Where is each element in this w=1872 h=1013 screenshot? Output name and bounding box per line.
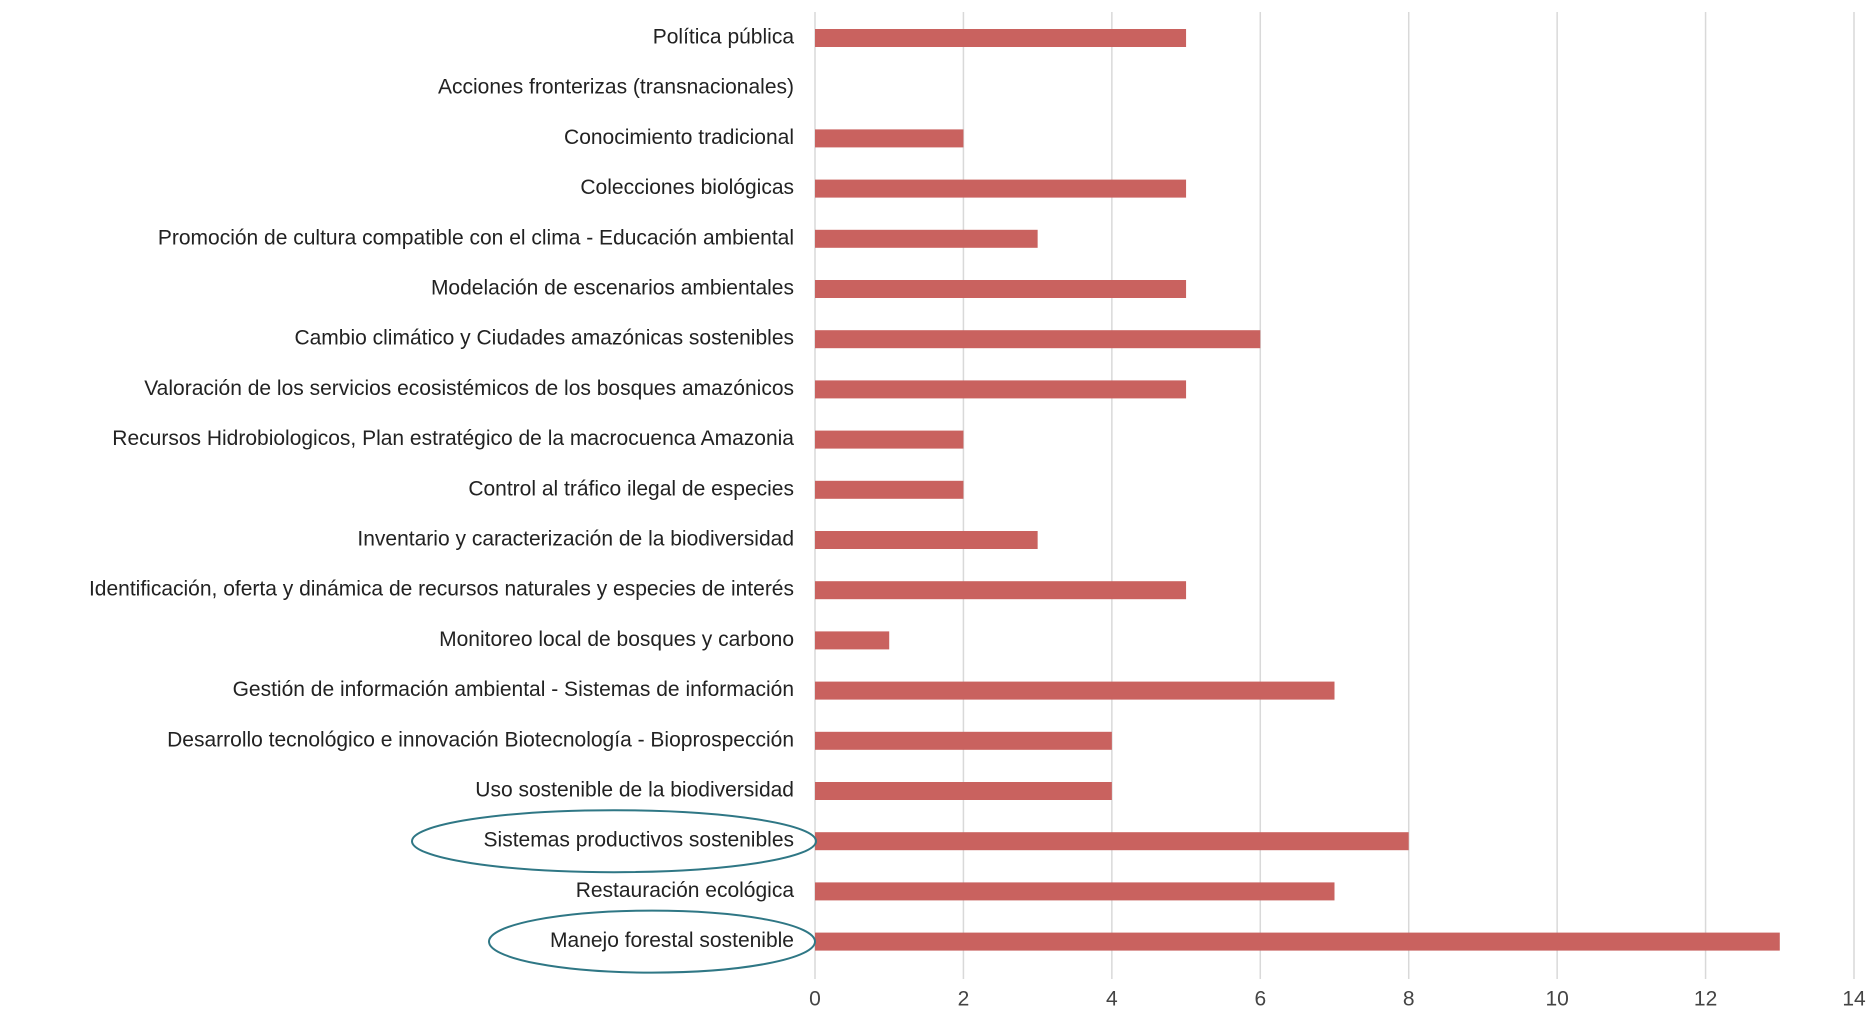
bar: [815, 229, 1038, 248]
y-tick-label: Uso sostenible de la biodiversidad: [475, 779, 794, 802]
bar: [815, 531, 1038, 549]
x-tick-label: 2: [958, 988, 970, 1011]
bar: [815, 430, 964, 449]
bar: [815, 129, 964, 148]
y-tick-label: Control al tráfico ilegal de especies: [468, 477, 794, 500]
y-tick-label: Colecciones biológicas: [580, 176, 794, 199]
bar: [815, 932, 1780, 951]
y-tick-label: Restauración ecológica: [576, 879, 795, 902]
y-tick-label: Desarrollo tecnológico e innovación Biot…: [167, 728, 794, 751]
bar: [815, 280, 1187, 298]
y-tick-label: Monitoreo local de bosques y carbono: [439, 628, 794, 651]
bar: [815, 731, 1112, 750]
bar: [815, 882, 1335, 901]
bar: [815, 631, 890, 650]
bar: [815, 380, 1187, 399]
y-tick-label: Manejo forestal sostenible: [550, 929, 794, 952]
x-tick-label: 12: [1694, 988, 1717, 1011]
x-tick-label: 0: [809, 988, 821, 1011]
bar: [815, 681, 1335, 700]
x-tick-label: 6: [1254, 988, 1266, 1011]
bar: [815, 782, 1112, 800]
y-tick-label: Sistemas productivos sostenibles: [484, 829, 794, 852]
y-tick-label: Valoración de los servicios ecosistémico…: [144, 377, 794, 400]
bar: [815, 179, 1187, 198]
x-tick-label: 10: [1545, 988, 1568, 1011]
bar: [815, 581, 1187, 600]
y-tick-label: Inventario y caracterización de la biodi…: [357, 528, 794, 551]
y-tick-label: Promoción de cultura compatible con el c…: [158, 226, 794, 249]
y-tick-label: Política pública: [653, 26, 795, 49]
bar: [815, 480, 964, 499]
y-tick-label: Cambio climático y Ciudades amazónicas s…: [294, 327, 794, 350]
x-tick-label: 4: [1106, 988, 1118, 1011]
bar: [815, 832, 1409, 851]
y-tick-label: Acciones fronterizas (transnacionales): [438, 76, 794, 99]
highlight-ellipse: [488, 909, 816, 974]
highlight-ellipse: [411, 809, 817, 874]
y-tick-label: Recursos Hidrobiologicos, Plan estratégi…: [112, 427, 794, 450]
x-tick-label: 8: [1403, 988, 1415, 1011]
bar: [815, 29, 1187, 47]
bar: [815, 330, 1261, 349]
y-tick-label: Gestión de información ambiental - Siste…: [233, 678, 794, 701]
y-tick-label: Conocimiento tradicional: [564, 126, 794, 149]
y-tick-label: Modelación de escenarios ambientales: [431, 277, 794, 300]
y-tick-label: Identificación, oferta y dinámica de rec…: [89, 578, 794, 601]
x-tick-label: 14: [1842, 988, 1866, 1011]
